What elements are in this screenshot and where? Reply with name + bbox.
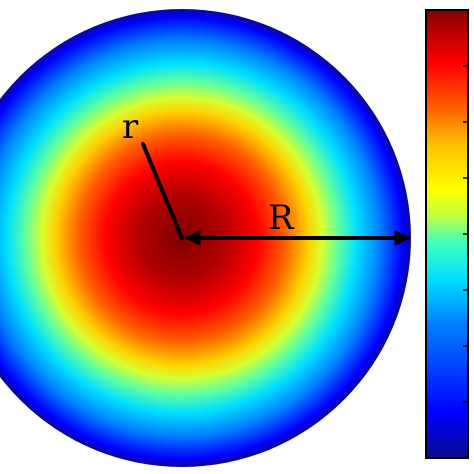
radius-r-line	[141, 142, 184, 240]
radius-R-label: R	[268, 198, 295, 238]
colorbar-fill	[425, 9, 469, 459]
colorbar-ticks	[463, 9, 468, 459]
colorbar	[425, 9, 469, 459]
radius-r-label: r	[122, 107, 139, 147]
